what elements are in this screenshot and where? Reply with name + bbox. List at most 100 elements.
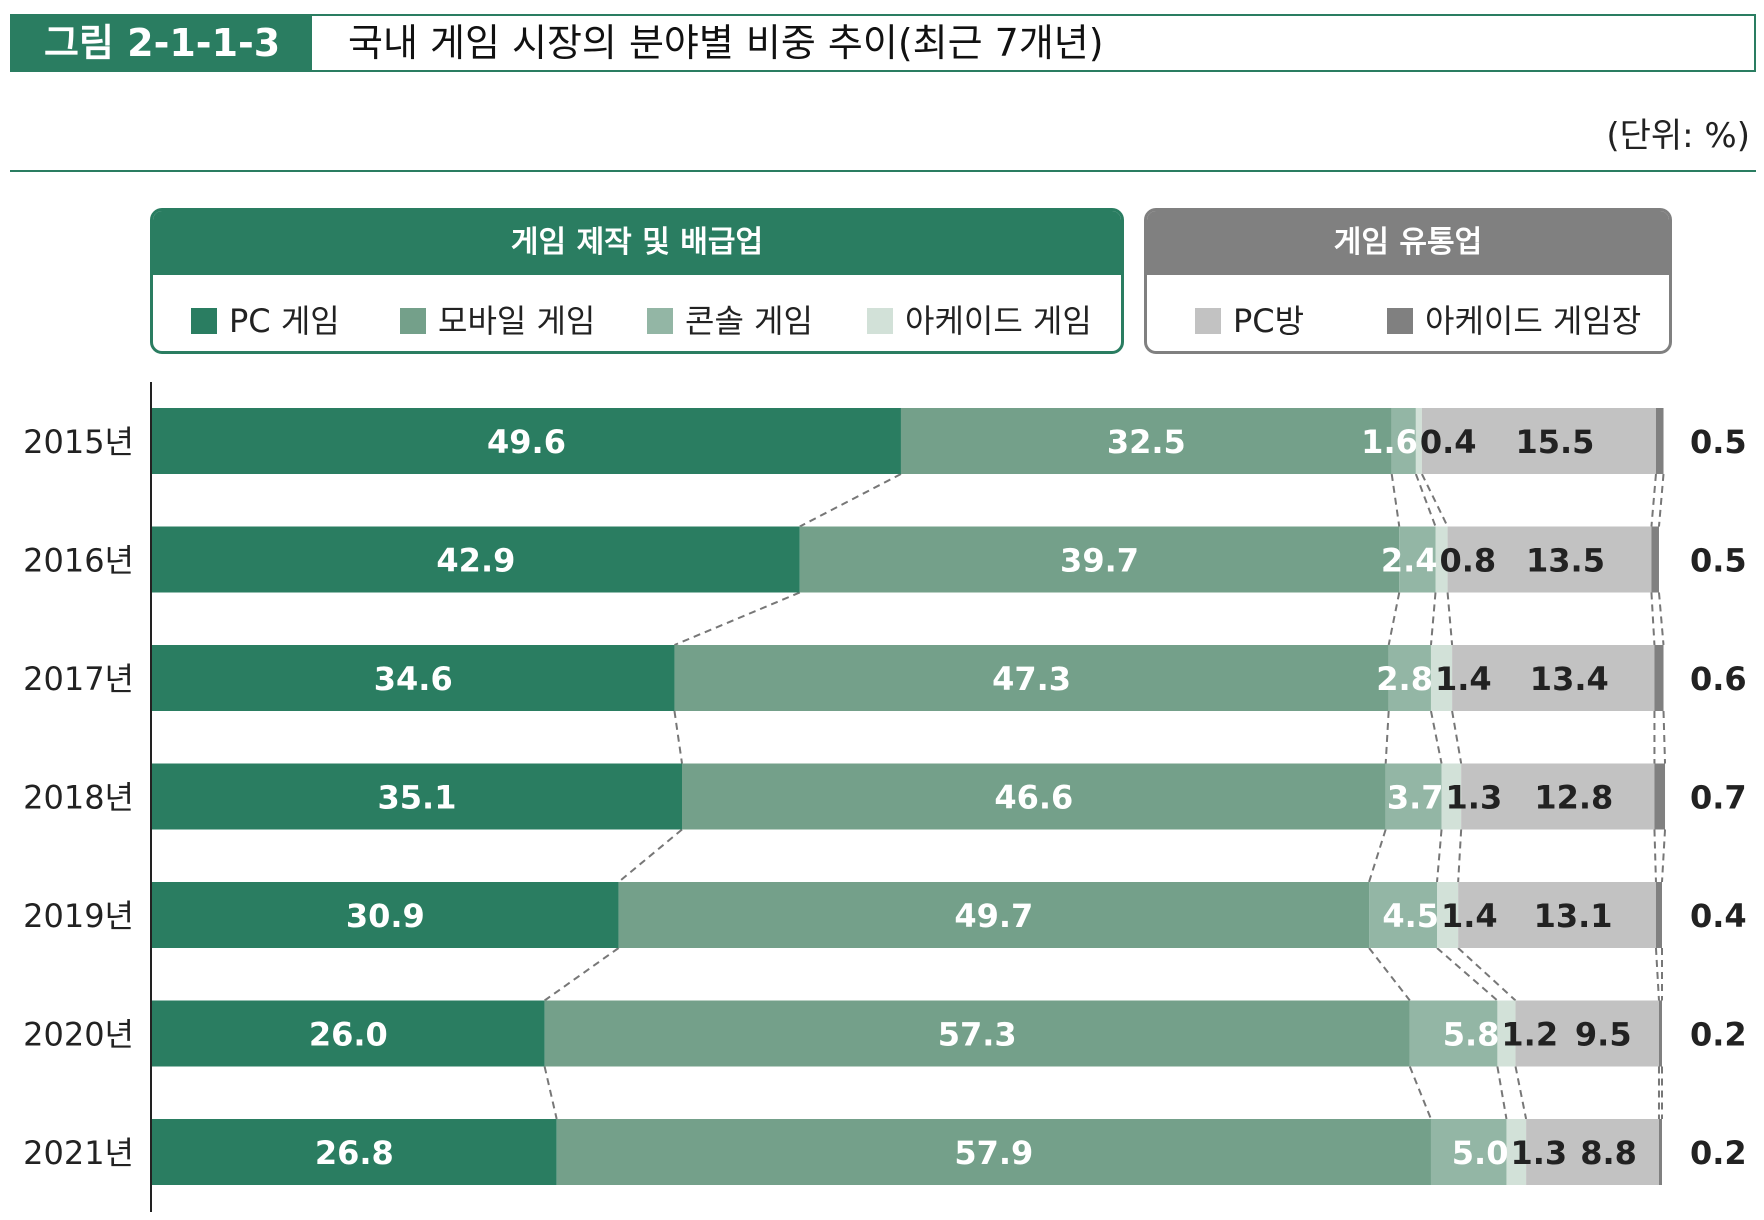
- value-label-arcade-arcade: 0.2: [1690, 1134, 1747, 1172]
- value-label-pc-bang: 13.4: [1530, 660, 1609, 698]
- bar-mobile-game: [900, 408, 1392, 474]
- bar-console-game: [1409, 1000, 1498, 1067]
- category-label: 2017년: [23, 660, 134, 698]
- value-label-console-game: 2.8: [1376, 660, 1433, 698]
- connector-line: [1414, 473, 1437, 527]
- value-label-mobile-game: 39.7: [1060, 542, 1139, 580]
- value-label-pc-game: 26.0: [309, 1016, 388, 1054]
- value-label-arcade-game: 0.8: [1440, 542, 1497, 580]
- value-label-arcade-game: 1.4: [1441, 897, 1498, 935]
- bar-pc-game: [152, 526, 800, 593]
- bar-arcade-game: [1435, 526, 1448, 593]
- value-label-arcade-game: 1.2: [1501, 1016, 1558, 1054]
- value-label-pc-bang: 9.5: [1575, 1016, 1632, 1054]
- bar-arcade-game: [1506, 1119, 1527, 1185]
- value-label-arcade-arcade: 0.6: [1690, 660, 1747, 698]
- connector-line: [1457, 947, 1517, 1002]
- figure-header: 그림 2-1-1-3 국내 게임 시장의 분야별 비중 추이(최근 7개년): [10, 14, 1756, 72]
- value-label-arcade-game: 1.3: [1510, 1134, 1567, 1172]
- bar-mobile-game: [618, 882, 1370, 948]
- category-label: 2018년: [23, 779, 134, 817]
- connector-line: [1368, 829, 1387, 883]
- bar-mobile-game: [556, 1119, 1431, 1185]
- bar-pc-game: [152, 1000, 545, 1067]
- connector-line: [1650, 592, 1656, 646]
- category-label: 2015년: [23, 423, 134, 461]
- value-label-console-game: 5.0: [1452, 1134, 1509, 1172]
- bar-pc-bang: [1458, 882, 1656, 948]
- connector-line: [1451, 710, 1463, 764]
- value-label-arcade-game: 1.4: [1435, 660, 1492, 698]
- value-label-mobile-game: 57.3: [938, 1016, 1017, 1054]
- value-label-arcade-game: 0.4: [1420, 423, 1477, 461]
- connector-line: [1653, 829, 1657, 883]
- connector-line: [1429, 710, 1443, 764]
- connector-line: [1429, 592, 1437, 646]
- connector-line: [799, 473, 902, 528]
- connector-line: [1436, 947, 1499, 1002]
- value-label-pc-game: 49.6: [487, 423, 566, 461]
- connector-line: [1387, 592, 1401, 646]
- value-label-pc-game: 42.9: [436, 542, 515, 580]
- legend-group-title: 게임 유통업: [1147, 211, 1669, 275]
- connector-line: [1654, 947, 1660, 1001]
- bar-console-game: [1399, 526, 1436, 593]
- unit-label: (단위: %): [1606, 116, 1750, 156]
- bar-console-game: [1388, 645, 1431, 711]
- category-label: 2020년: [23, 1016, 134, 1054]
- connector-line: [1390, 473, 1401, 527]
- bar-console-game: [1430, 1119, 1507, 1185]
- value-label-mobile-game: 57.9: [954, 1134, 1033, 1172]
- bar-pc-bang: [1526, 1119, 1659, 1185]
- figure-label: 그림 2-1-1-3: [10, 14, 312, 72]
- value-label-mobile-game: 47.3: [992, 660, 1071, 698]
- bar-arcade-arcade: [1651, 526, 1659, 593]
- value-label-arcade-game: 1.3: [1446, 779, 1503, 817]
- value-label-console-game: 4.5: [1382, 897, 1439, 935]
- connector-line: [673, 710, 683, 764]
- value-label-console-game: 3.7: [1387, 779, 1444, 817]
- bar-pc-bang: [1515, 1000, 1659, 1067]
- bar-arcade-game: [1497, 1000, 1516, 1067]
- legend-item-arcade-game: 아케이드 게임: [867, 303, 1092, 339]
- bar-arcade-game: [1441, 763, 1462, 830]
- bar-mobile-game: [674, 645, 1389, 711]
- value-label-arcade-arcade: 0.5: [1690, 423, 1747, 461]
- bar-arcade-game: [1437, 882, 1459, 948]
- bar-mobile-game: [544, 1000, 1410, 1067]
- connector-line: [1436, 829, 1443, 883]
- bar-arcade-arcade: [1658, 1119, 1662, 1185]
- value-label-arcade-arcade: 0.7: [1690, 779, 1747, 817]
- bar-arcade-arcade: [1654, 645, 1664, 711]
- value-label-mobile-game: 49.7: [954, 897, 1033, 935]
- bar-console-game: [1385, 763, 1442, 830]
- bar-arcade-arcade: [1658, 1000, 1662, 1067]
- value-label-pc-bang: 13.1: [1534, 897, 1613, 935]
- value-label-pc-game: 34.6: [374, 660, 453, 698]
- value-label-console-game: 5.8: [1443, 1016, 1500, 1054]
- legend-item-pc-game: PC 게임: [191, 303, 340, 339]
- legend-group-production: 게임 제작 및 배급업 PC 게임 모바일 게임 콘솔 게임 아케이드 게임: [150, 208, 1124, 354]
- connector-line: [543, 1066, 558, 1120]
- bar-arcade-game: [1430, 645, 1453, 711]
- connector-line: [1384, 710, 1390, 764]
- bar-pc-bang: [1421, 408, 1656, 474]
- value-label-pc-bang: 13.5: [1526, 542, 1605, 580]
- bar-arcade-arcade: [1655, 882, 1662, 948]
- bar-console-game: [1391, 408, 1416, 474]
- bar-pc-game: [152, 645, 675, 711]
- value-label-arcade-arcade: 0.5: [1690, 542, 1747, 580]
- connector-line: [617, 828, 683, 883]
- legend-item-arcade-arcade: 아케이드 게임장: [1387, 303, 1641, 339]
- bar-pc-game: [152, 763, 683, 830]
- value-label-mobile-game: 32.5: [1107, 423, 1186, 461]
- connector-line: [1446, 592, 1454, 646]
- bar-arcade-game: [1415, 408, 1422, 474]
- value-label-console-game: 1.6: [1361, 423, 1418, 461]
- value-label-arcade-arcade: 0.2: [1690, 1016, 1747, 1054]
- value-label-pc-game: 35.1: [378, 779, 457, 817]
- value-label-pc-bang: 8.8: [1580, 1134, 1637, 1172]
- category-label: 2016년: [23, 542, 134, 580]
- bar-arcade-arcade: [1654, 763, 1666, 830]
